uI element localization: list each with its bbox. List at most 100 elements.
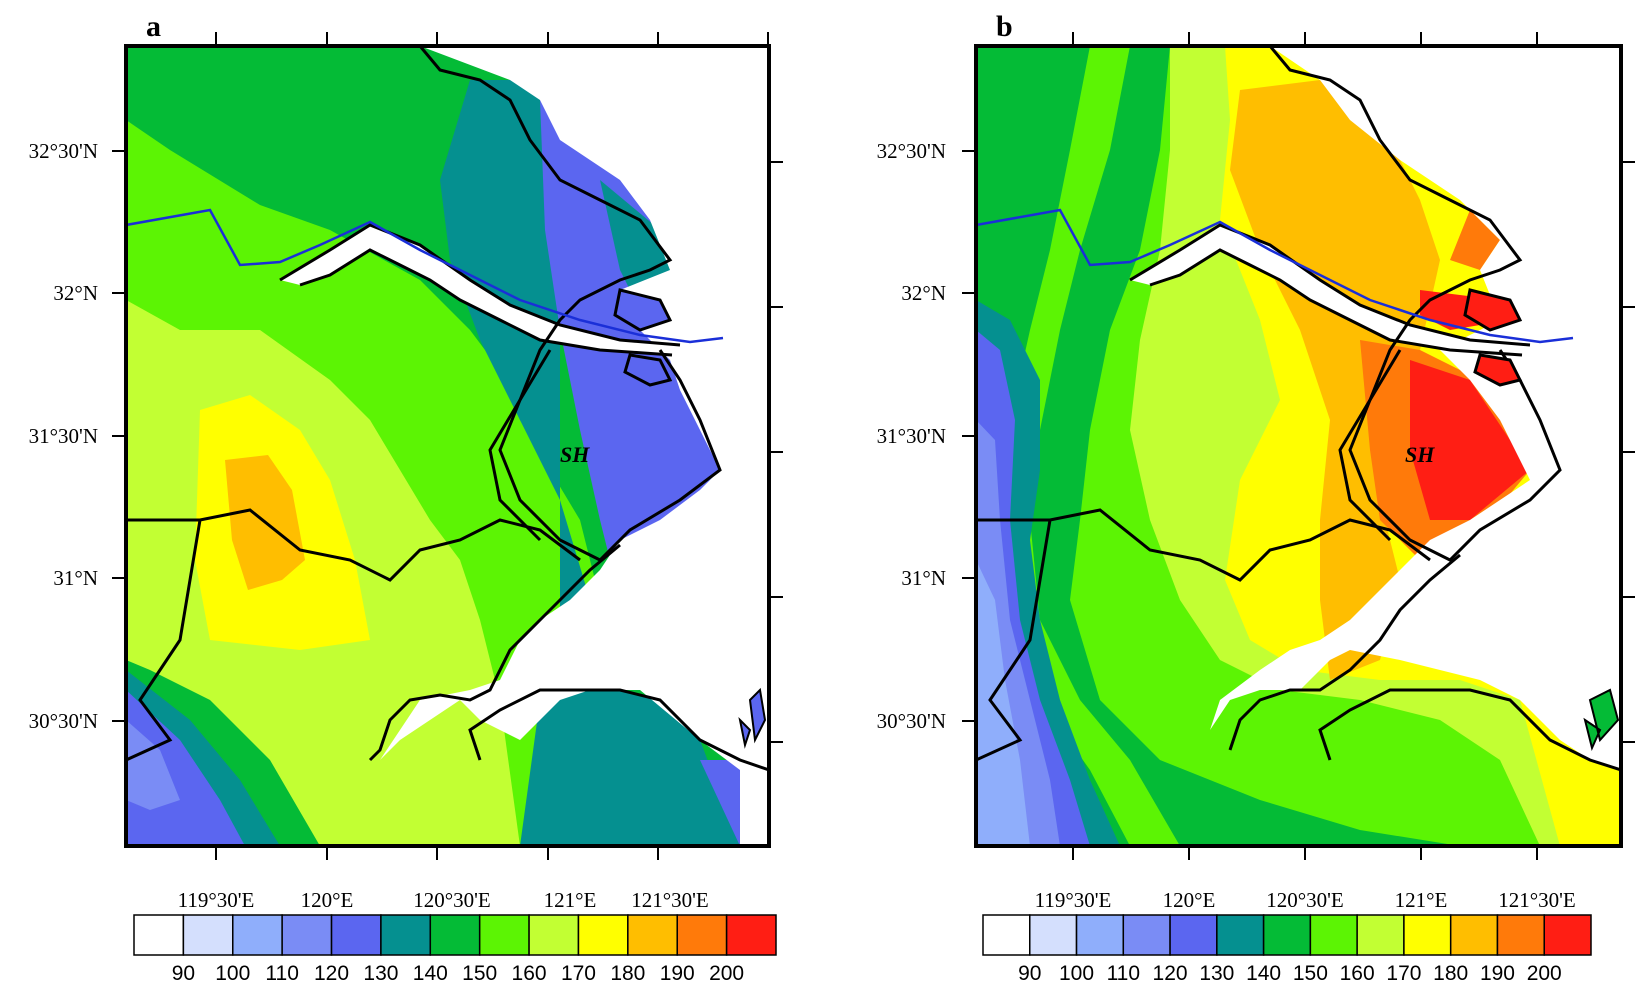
colorbar-tick-label: 90 [172, 962, 195, 985]
city-label-b: SH [1405, 442, 1435, 467]
colorbar-tick-label: 190 [1480, 962, 1515, 985]
lon-label-a-0: 119°30'E [178, 888, 255, 912]
lat-label-a-2: 31°30'N [29, 424, 98, 448]
lon-label-b-4: 121°30'E [1498, 888, 1576, 912]
lon-label-a-2: 120°30'E [413, 888, 491, 912]
lat-label-b-2: 31°30'N [877, 424, 946, 448]
colorbar-swatch [478, 914, 530, 956]
panel-letter-b: b [996, 10, 1013, 43]
coastline-south [368, 543, 769, 772]
colorbar-tick-label: 180 [1433, 962, 1468, 985]
estuary [280, 225, 680, 355]
colorbar-tick-label: 130 [1199, 962, 1234, 985]
colorbar-tick-label: 170 [1386, 962, 1421, 985]
sea [380, 46, 769, 846]
lat-label-a-1: 32°N [53, 281, 98, 305]
lat-label-a-4: 30°30'N [29, 709, 98, 733]
colorbar-a: 90 100 110 120 130 140 150 160 170 180 190 200 [133, 914, 777, 985]
islands-b [1463, 288, 1523, 387]
province-border-a [126, 508, 581, 582]
colorbar-tick-label: 180 [610, 962, 645, 985]
colorbar-swatch [1262, 914, 1312, 956]
lon-label-a-4: 121°30'E [631, 888, 709, 912]
coastline-south-b [1228, 553, 1621, 772]
lat-label-b-1: 32°N [901, 281, 946, 305]
colorbar-swatch [1403, 914, 1452, 956]
colorbar-tick-label: 140 [1246, 962, 1281, 985]
colorbar-tick-label: 150 [462, 962, 497, 985]
lat-label-a-0: 32°30'N [29, 139, 98, 163]
ticks-b [962, 32, 1635, 860]
lat-label-a-3: 31°N [53, 566, 98, 590]
colorbar-swatch [133, 914, 185, 956]
colorbar-swatch [1449, 914, 1499, 956]
panel-b: b [877, 10, 1635, 985]
colorbar-tick-label: 120 [314, 962, 349, 985]
province-border-b [976, 508, 1431, 582]
lon-label-a-3: 121°E [544, 888, 597, 912]
lon-label-a-1: 120°E [301, 888, 354, 912]
colorbar-tick-label: 160 [512, 962, 547, 985]
shanghai-border-a [488, 349, 552, 542]
river-b [976, 208, 1574, 344]
colorbar-swatch [676, 914, 728, 956]
map-a [126, 46, 769, 846]
fill-150-b [976, 46, 1460, 846]
colorbar-swatch [1075, 914, 1125, 956]
estuary-banks-b [1129, 223, 1531, 357]
lon-label-b-0: 119°30'E [1035, 888, 1112, 912]
lat-label-b-0: 32°30'N [877, 139, 946, 163]
estuary-b [1130, 225, 1530, 355]
province-border-west-a [126, 519, 202, 762]
colorbar-tick-label: 200 [1527, 962, 1562, 985]
colorbar-tick-label: 160 [1340, 962, 1375, 985]
colorbar-swatch [1122, 914, 1171, 956]
lat-label-b-4: 30°30'N [877, 709, 946, 733]
colorbar-tick-label: 110 [1107, 962, 1140, 985]
colorbar-swatch [1216, 914, 1265, 956]
colorbar-swatch [982, 914, 1031, 956]
colorbar-tick-label: 110 [265, 962, 298, 985]
colorbar-swatch [1169, 914, 1218, 956]
colorbar-tick-label: 100 [215, 962, 250, 985]
lat-label-b-3: 31°N [901, 566, 946, 590]
colorbar-tick-label: 120 [1153, 962, 1188, 985]
map-frame-a [124, 44, 771, 848]
ticks-a [112, 32, 783, 860]
fill-120-sw [126, 720, 180, 810]
colorbar-swatch [380, 914, 432, 956]
map-frame-b [974, 44, 1623, 848]
coastline-north-b [1268, 46, 1562, 562]
eastern-islands-a [738, 687, 767, 749]
colorbar-swatch [627, 914, 678, 956]
map-b [976, 46, 1621, 846]
lon-label-b-3: 121°E [1395, 888, 1448, 912]
lon-label-b-2: 120°30'E [1266, 888, 1344, 912]
fill-200-ne-b [1450, 210, 1500, 270]
islands-a [613, 288, 673, 387]
fill-150-w-b [976, 46, 1130, 846]
colorbar-swatch [1496, 914, 1545, 956]
fill-210-b [1410, 360, 1530, 520]
colorbar-tick-label: 190 [660, 962, 695, 985]
colorbar-swatch [1029, 914, 1078, 956]
colorbar-swatch [577, 914, 629, 956]
fill-140-se [520, 690, 740, 846]
city-label-a: SH [560, 442, 590, 467]
panel-letter-a: a [146, 10, 161, 43]
coastline-north [418, 46, 722, 562]
colorbar-swatch [528, 914, 580, 956]
lon-label-b-1: 120°E [1163, 888, 1216, 912]
estuary-banks-a [279, 223, 681, 357]
colorbar-tick-label: 140 [413, 962, 448, 985]
colorbar-swatch [725, 914, 777, 956]
river-a [126, 208, 724, 344]
colorbar-swatch [1356, 914, 1405, 956]
eastern-islands-b [1583, 688, 1620, 752]
colorbar-b: 90 100 110 120 130 140 150 160 170 180 190 200 [982, 914, 1592, 985]
sea-b [1210, 46, 1621, 770]
colorbar-tick-label: 100 [1059, 962, 1094, 985]
colorbar-swatch [330, 914, 382, 956]
colorbar-swatch [182, 914, 234, 956]
